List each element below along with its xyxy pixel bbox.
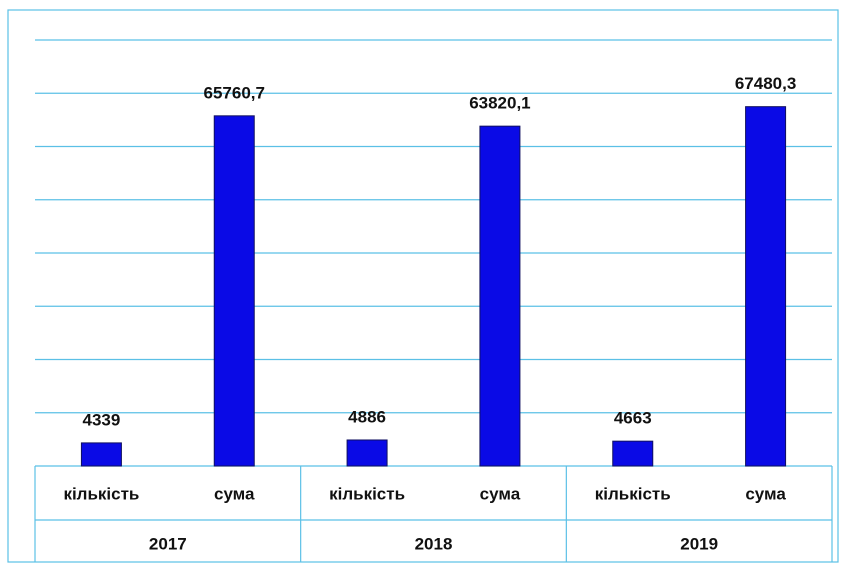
x-tick-label: кількість	[595, 484, 671, 503]
data-label: 63820,1	[469, 94, 530, 113]
data-label: 4339	[83, 410, 121, 429]
bar	[479, 125, 521, 467]
x-tick-label: сума	[214, 484, 255, 503]
group-label: 2019	[680, 534, 718, 553]
chart-frame	[7, 9, 839, 563]
x-tick-label: кількість	[63, 484, 139, 503]
bar	[745, 106, 787, 467]
data-label: 65760,7	[204, 83, 265, 102]
group-label: 2018	[415, 534, 453, 553]
group-label: 2017	[149, 534, 187, 553]
data-label: 4663	[614, 409, 652, 428]
x-tick-label: сума	[745, 484, 786, 503]
bar	[213, 115, 255, 467]
bar	[346, 439, 388, 467]
data-label: 4886	[348, 407, 386, 426]
data-label: 67480,3	[735, 74, 796, 93]
bar	[612, 440, 654, 467]
x-tick-label: сума	[480, 484, 521, 503]
x-tick-label: кількість	[329, 484, 405, 503]
bar	[80, 442, 122, 467]
